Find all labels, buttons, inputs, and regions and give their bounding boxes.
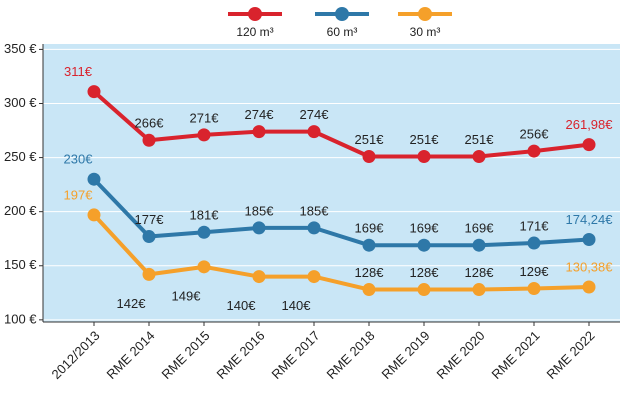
point bbox=[142, 133, 156, 147]
point bbox=[252, 221, 266, 235]
data-label: 311€ bbox=[64, 64, 93, 79]
data-label: 169€ bbox=[355, 221, 385, 236]
data-label: 251€ bbox=[465, 132, 495, 147]
y-tick-label: 150 € bbox=[4, 257, 37, 272]
data-label: 251€ bbox=[410, 132, 440, 147]
data-label: 129€ bbox=[520, 264, 550, 279]
data-label: 185€ bbox=[300, 203, 330, 218]
x-tick-label: RME 2016 bbox=[214, 328, 268, 382]
legend-dot bbox=[418, 7, 432, 21]
point bbox=[197, 260, 211, 274]
y-tick-label: 100 € bbox=[4, 311, 37, 326]
data-label: 274€ bbox=[300, 107, 330, 122]
point bbox=[417, 149, 431, 163]
x-tick-label: RME 2022 bbox=[544, 328, 598, 382]
data-label: 230€ bbox=[64, 152, 94, 167]
point bbox=[417, 283, 431, 297]
point bbox=[582, 233, 596, 247]
data-label: 177€ bbox=[135, 212, 165, 227]
point bbox=[307, 221, 321, 235]
point bbox=[472, 283, 486, 297]
y-tick-label: 350 € bbox=[4, 41, 37, 56]
point bbox=[252, 270, 266, 284]
point bbox=[582, 280, 596, 294]
point bbox=[87, 208, 101, 222]
point bbox=[142, 267, 156, 281]
data-label: 174,24€ bbox=[566, 212, 614, 227]
point bbox=[472, 238, 486, 252]
data-label: 169€ bbox=[465, 221, 495, 236]
series-line bbox=[92, 213, 590, 292]
plot-area bbox=[43, 44, 620, 322]
legend-label: 60 m³ bbox=[327, 25, 358, 39]
data-label: 274€ bbox=[245, 107, 275, 122]
y-tick-label: 200 € bbox=[4, 203, 37, 218]
point bbox=[197, 128, 211, 142]
data-label: 130,38€ bbox=[566, 259, 614, 274]
y-tick-label: 250 € bbox=[4, 149, 37, 164]
legend-dot bbox=[335, 7, 349, 21]
data-label: 197€ bbox=[64, 187, 94, 202]
point bbox=[527, 281, 541, 295]
data-label: 181€ bbox=[190, 208, 220, 223]
legend-label: 120 m³ bbox=[236, 25, 273, 39]
data-label: 185€ bbox=[245, 203, 275, 218]
point bbox=[307, 125, 321, 139]
x-tick-label: RME 2019 bbox=[379, 328, 433, 382]
series-line bbox=[92, 177, 590, 248]
point bbox=[87, 85, 101, 99]
data-label: 128€ bbox=[465, 265, 495, 280]
point bbox=[252, 125, 266, 139]
legend-label: 30 m³ bbox=[410, 25, 441, 39]
point bbox=[472, 149, 486, 163]
point bbox=[417, 238, 431, 252]
point bbox=[87, 172, 101, 186]
data-label: 266€ bbox=[135, 116, 165, 131]
data-label: 271€ bbox=[190, 110, 220, 125]
data-label: 171€ bbox=[520, 218, 550, 233]
point bbox=[142, 230, 156, 244]
point bbox=[362, 283, 376, 297]
point bbox=[197, 225, 211, 239]
data-label: 251€ bbox=[355, 132, 385, 147]
point bbox=[362, 238, 376, 252]
data-label: 256€ bbox=[520, 127, 550, 142]
data-label: 128€ bbox=[410, 265, 440, 280]
point bbox=[527, 144, 541, 158]
x-tick-label: RME 2020 bbox=[434, 328, 488, 382]
data-label: 140€ bbox=[227, 298, 257, 313]
data-label: 261,98€ bbox=[566, 117, 614, 132]
x-tick-label: RME 2017 bbox=[269, 328, 323, 382]
point bbox=[527, 236, 541, 250]
series-line bbox=[92, 90, 590, 159]
point bbox=[362, 149, 376, 163]
x-tick-label: RME 2021 bbox=[489, 328, 543, 382]
x-tick-label: RME 2015 bbox=[159, 328, 213, 382]
x-tick-label: RME 2014 bbox=[104, 328, 158, 382]
y-tick-label: 300 € bbox=[4, 95, 37, 110]
point bbox=[307, 270, 321, 284]
data-label: 128€ bbox=[355, 265, 385, 280]
data-label: 142€ bbox=[117, 296, 147, 311]
data-label: 169€ bbox=[410, 221, 440, 236]
x-tick-label: RME 2018 bbox=[324, 328, 378, 382]
x-tick-label: 2012/2013 bbox=[48, 328, 102, 382]
point bbox=[582, 138, 596, 152]
legend-dot bbox=[248, 7, 262, 21]
data-label: 140€ bbox=[282, 298, 312, 313]
data-label: 149€ bbox=[172, 288, 202, 303]
